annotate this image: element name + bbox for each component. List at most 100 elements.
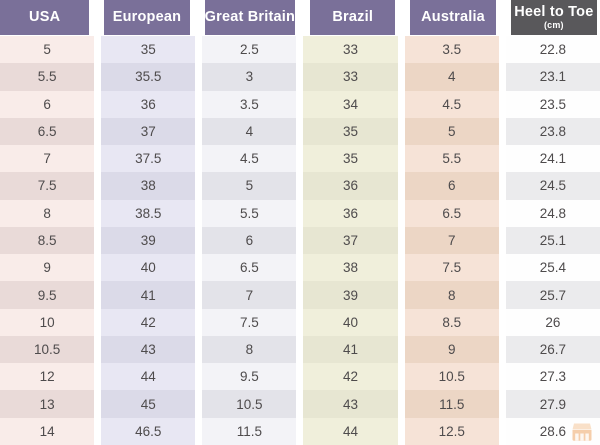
table-cell-australia: 4.5 — [404, 90, 499, 118]
table-cell-usa: 9 — [0, 254, 95, 282]
column-header-sublabel: (cm) — [543, 19, 564, 30]
table-row: 7 37.5 4.5 35 5.5 24.1 — [0, 145, 600, 173]
table-cell-australia: 9 — [404, 335, 499, 364]
table-cell-european: 37 — [101, 117, 196, 146]
table-cell-usa: 13 — [0, 390, 95, 418]
table-cell-heel_to_toe: 22.8 — [505, 36, 600, 64]
table-row: 7.5 38 5 36 6 24.5 — [0, 172, 600, 200]
table-cell-brazil: 39 — [303, 281, 398, 309]
table-cell-great_britain: 8 — [202, 335, 297, 364]
column-header-label: USA — [29, 8, 61, 25]
table-cell-australia: 11.5 — [404, 390, 499, 418]
table-row: 14 46.5 11.5 44 12.5 28.6 — [0, 417, 600, 445]
table-cell-australia: 8.5 — [404, 308, 499, 336]
table-cell-brazil: 33 — [303, 36, 398, 64]
table-cell-great_britain: 11.5 — [202, 417, 297, 445]
table-cell-european: 40 — [101, 254, 196, 282]
table-cell-australia: 8 — [404, 281, 499, 309]
table-cell-european: 38.5 — [101, 199, 196, 227]
table-cell-usa: 9.5 — [0, 281, 95, 309]
table-cell-brazil: 35 — [303, 117, 398, 146]
table-cell-great_britain: 6 — [202, 226, 297, 255]
column-header-label: Australia — [421, 8, 485, 25]
table-cell-usa: 5 — [0, 36, 95, 64]
column-header-label: Great Britain — [204, 8, 296, 25]
table-cell-usa: 12 — [0, 363, 95, 391]
table-row: 5 35 2.5 33 3.5 22.8 — [0, 36, 600, 64]
table-cell-great_britain: 5.5 — [202, 199, 297, 227]
table-cell-european: 37.5 — [101, 145, 196, 173]
table-cell-european: 35.5 — [101, 63, 196, 91]
column-header-european: European — [104, 0, 190, 35]
table-cell-heel_to_toe: 26.7 — [505, 335, 600, 364]
table-cell-brazil: 40 — [303, 308, 398, 336]
table-cell-european: 35 — [101, 36, 196, 64]
table-row: 9 40 6.5 38 7.5 25.4 — [0, 254, 600, 282]
table-cell-australia: 10.5 — [404, 363, 499, 391]
table-cell-usa: 7 — [0, 145, 95, 173]
table-cell-european: 38 — [101, 172, 196, 200]
brand-watermark-icon — [572, 423, 592, 441]
table-cell-brazil: 37 — [303, 226, 398, 255]
table-cell-great_britain: 9.5 — [202, 363, 297, 391]
table-cell-heel_to_toe: 25.7 — [505, 281, 600, 309]
table-cell-great_britain: 5 — [202, 172, 297, 200]
table-cell-heel_to_toe: 23.5 — [505, 90, 600, 118]
table-row: 13 45 10.5 43 11.5 27.9 — [0, 390, 600, 418]
table-cell-brazil: 44 — [303, 417, 398, 445]
table-cell-great_britain: 2.5 — [202, 36, 297, 64]
table-row: 6.5 37 4 35 5 23.8 — [0, 117, 600, 146]
table-cell-heel_to_toe: 26 — [505, 308, 600, 336]
column-header-label: Brazil — [332, 8, 374, 25]
table-cell-great_britain: 3.5 — [202, 90, 297, 118]
table-cell-european: 43 — [101, 335, 196, 364]
table-cell-heel_to_toe: 24.1 — [505, 145, 600, 173]
table-cell-australia: 12.5 — [404, 417, 499, 445]
table-cell-brazil: 34 — [303, 90, 398, 118]
table-cell-heel_to_toe: 27.9 — [505, 390, 600, 418]
column-header-heel_to_toe: Heel to Toe (cm) — [510, 0, 597, 35]
table-cell-brazil: 42 — [303, 363, 398, 391]
table-cell-brazil: 36 — [303, 172, 398, 200]
table-cell-heel_to_toe: 23.1 — [505, 63, 600, 91]
table-row: 6 36 3.5 34 4.5 23.5 — [0, 90, 600, 118]
table-cell-european: 42 — [101, 308, 196, 336]
table-cell-european: 45 — [101, 390, 196, 418]
table-row: 10 42 7.5 40 8.5 26 — [0, 308, 600, 336]
table-cell-usa: 6 — [0, 90, 95, 118]
column-header-label: Heel to Toe — [514, 3, 594, 20]
table-cell-heel_to_toe: 23.8 — [505, 117, 600, 146]
table-cell-australia: 7.5 — [404, 254, 499, 282]
table-cell-australia: 3.5 — [404, 36, 499, 64]
table-row: 10.5 43 8 41 9 26.7 — [0, 335, 600, 364]
table-cell-great_britain: 7 — [202, 281, 297, 309]
table-header-row: USA European Great Britain Brazil Australia H… — [0, 0, 600, 35]
table-row: 5.5 35.5 3 33 4 23.1 — [0, 63, 600, 91]
table-cell-brazil: 35 — [303, 145, 398, 173]
table-cell-great_britain: 3 — [202, 63, 297, 91]
table-cell-usa: 8 — [0, 199, 95, 227]
table-cell-european: 44 — [101, 363, 196, 391]
table-cell-brazil: 38 — [303, 254, 398, 282]
column-header-label: European — [112, 8, 182, 25]
table-cell-usa: 10.5 — [0, 335, 95, 364]
table-cell-european: 36 — [101, 90, 196, 118]
table-cell-heel_to_toe: 25.4 — [505, 254, 600, 282]
table-cell-australia: 5.5 — [404, 145, 499, 173]
table-cell-european: 46.5 — [101, 417, 196, 445]
column-header-usa: USA — [0, 0, 90, 35]
table-cell-european: 41 — [101, 281, 196, 309]
table-cell-heel_to_toe: 25.1 — [505, 226, 600, 255]
table-cell-great_britain: 6.5 — [202, 254, 297, 282]
table-cell-heel_to_toe: 24.5 — [505, 172, 600, 200]
table-cell-european: 39 — [101, 226, 196, 255]
table-cell-brazil: 33 — [303, 63, 398, 91]
table-body: 5 35 2.5 33 3.5 22.8 5.5 35.5 3 33 4 23.1 6 36 3.5 34 4.… — [0, 36, 600, 445]
table-cell-usa: 8.5 — [0, 226, 95, 255]
table-cell-australia: 5 — [404, 117, 499, 146]
table-cell-usa: 7.5 — [0, 172, 95, 200]
table-cell-heel_to_toe: 27.3 — [505, 363, 600, 391]
table-cell-brazil: 41 — [303, 335, 398, 364]
table-cell-usa: 14 — [0, 417, 95, 445]
